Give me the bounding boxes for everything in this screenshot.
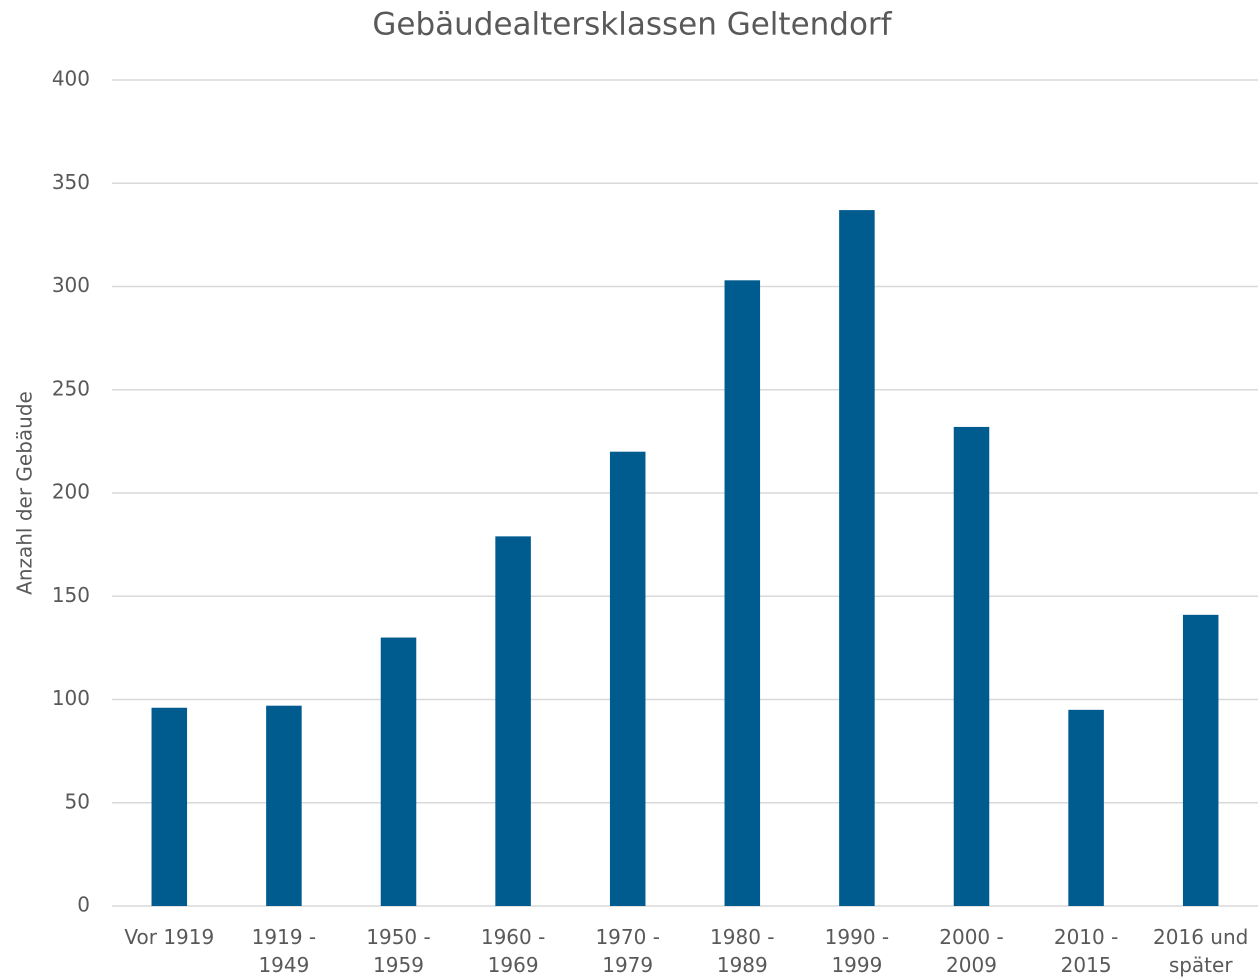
bar <box>266 705 302 906</box>
y-axis-label: Anzahl der Gebäude <box>13 391 37 595</box>
x-tick-label: 1990 -1999 <box>825 925 889 977</box>
x-tick-label: 1960 -1969 <box>481 925 545 977</box>
x-tick-label: 2000 -2009 <box>939 925 1003 977</box>
x-tick-label: 2010 -2015 <box>1054 925 1118 977</box>
bar <box>495 536 531 906</box>
y-tick-label: 200 <box>52 480 90 504</box>
y-tick-label: 150 <box>52 583 90 607</box>
bar <box>953 426 990 906</box>
bar <box>724 280 761 906</box>
bar <box>1068 709 1104 906</box>
bar <box>839 210 875 907</box>
y-tick-label: 0 <box>77 893 90 917</box>
chart-title: Gebäudealtersklassen Geltendorf <box>372 7 892 43</box>
y-tick-label: 250 <box>52 376 90 400</box>
bar <box>1182 614 1219 906</box>
y-tick-label: 400 <box>52 67 90 91</box>
y-tick-label: 350 <box>52 170 90 194</box>
y-tick-label: 100 <box>52 686 90 710</box>
y-tick-label: 50 <box>65 789 90 813</box>
x-tick-label: 1970 -1979 <box>595 925 659 977</box>
x-tick-label: 1950 -1959 <box>366 925 430 977</box>
bar <box>609 451 646 906</box>
y-tick-label: 300 <box>52 273 90 297</box>
bar <box>151 707 188 906</box>
x-tick-label: Vor 1919 <box>124 925 214 949</box>
bar <box>380 637 417 906</box>
x-tick-label: 2016 und später <box>1153 925 1248 977</box>
x-tick-label: 1980 -1989 <box>710 925 774 977</box>
x-tick-label: 1919 -1949 <box>252 925 316 977</box>
